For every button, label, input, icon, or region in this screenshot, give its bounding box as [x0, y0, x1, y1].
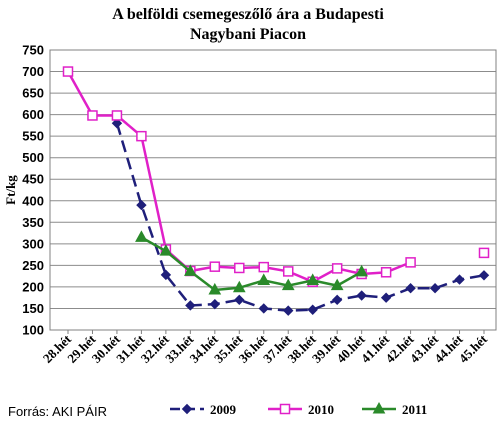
y-tick-label: 600 [22, 107, 44, 122]
legend-label: 2011 [402, 402, 427, 417]
legend-item-2009: 2009 [170, 402, 237, 417]
y-tick-label: 500 [22, 150, 44, 165]
data-point [87, 110, 98, 121]
data-point [234, 294, 245, 306]
data-point [478, 247, 490, 259]
data-point [135, 230, 148, 242]
data-point [380, 267, 392, 278]
y-tick-label: 400 [22, 193, 44, 208]
chart-title-line-2: Nagybani Piacon [190, 26, 306, 43]
y-tick-label: 300 [22, 236, 44, 251]
data-point [234, 262, 245, 274]
legend-item-2010: 2010 [268, 402, 334, 417]
data-point [330, 278, 344, 291]
data-point [331, 294, 343, 306]
legend-label: 2010 [308, 402, 334, 417]
x-axis-ticks: 28.hét29.hét30.hét31.hét32.hét33.hét34.h… [40, 330, 491, 366]
data-point [306, 273, 320, 285]
series-layer [62, 66, 490, 316]
y-tick-label: 700 [22, 64, 44, 79]
data-point [331, 263, 343, 274]
x-tick-label: 45.hét [456, 331, 491, 366]
series-2010 [62, 66, 490, 288]
data-point [258, 303, 269, 314]
data-point [355, 264, 368, 277]
y-tick-label: 750 [22, 43, 44, 58]
series-2009 [111, 118, 490, 316]
series-line [115, 122, 485, 312]
y-tick-label: 200 [22, 279, 44, 294]
series-2011 [135, 230, 368, 295]
y-tick-label: 450 [22, 172, 44, 187]
chart-legend: 2009 2010 2011 [170, 401, 427, 417]
data-point [356, 290, 367, 301]
data-point [282, 266, 294, 277]
legend-label: 2009 [210, 402, 237, 417]
y-tick-label: 350 [22, 215, 44, 230]
data-point [307, 304, 318, 315]
legend-marker [372, 401, 386, 414]
data-point [208, 282, 222, 295]
data-point [478, 270, 490, 281]
y-tick-label: 550 [22, 129, 44, 144]
series-line [140, 236, 363, 292]
legend-marker [279, 403, 291, 415]
y-tick-label: 250 [22, 258, 44, 273]
data-point [232, 280, 246, 293]
data-point [209, 261, 221, 272]
chart-title-line-1: A belföldi csemegeszőlő ára a Budapesti [112, 6, 384, 23]
legend-marker [181, 403, 193, 415]
data-point [136, 199, 147, 211]
y-tick-label: 100 [22, 323, 44, 338]
data-point [209, 298, 221, 310]
data-point [62, 66, 74, 77]
series-line [66, 70, 412, 284]
y-axis-label: Ft/kg [3, 175, 18, 205]
data-point [185, 300, 196, 311]
data-point [429, 283, 441, 294]
data-point [283, 305, 294, 316]
legend-item-2011: 2011 [362, 401, 427, 417]
data-point [111, 118, 123, 129]
data-point [257, 273, 271, 285]
data-point [136, 130, 147, 142]
y-tick-label: 650 [22, 86, 44, 101]
data-point [380, 292, 392, 303]
data-point [184, 264, 197, 276]
y-tick-label: 150 [22, 301, 44, 316]
y-axis-ticks: 100 150 200 250 300 350 400 450 500 550 600 650 700 7… [22, 43, 44, 338]
data-point [111, 110, 123, 121]
data-point [454, 274, 465, 285]
data-point [405, 257, 416, 268]
data-point [281, 278, 295, 291]
data-point [258, 261, 270, 273]
source-note: Forrás: AKI PÁIR [8, 404, 107, 419]
data-point [160, 269, 172, 281]
plot-area-frame [49, 49, 497, 331]
data-point [159, 244, 173, 256]
data-point [405, 283, 416, 294]
